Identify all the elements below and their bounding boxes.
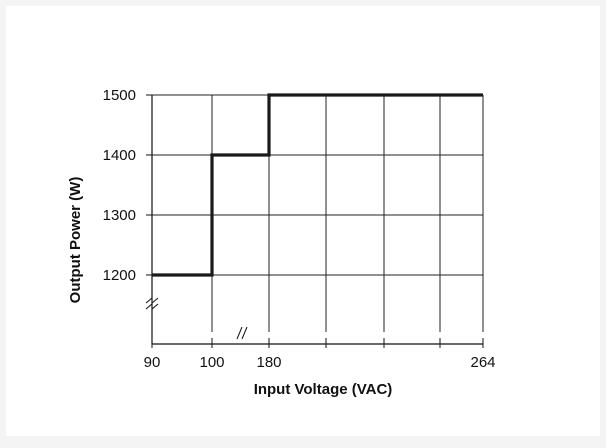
y-tick-label: 1200 (103, 267, 136, 284)
series (152, 93, 483, 277)
axes (146, 94, 484, 348)
x-axis-break (236, 326, 248, 340)
y-tick-labels: 1200 1300 1400 1500 (103, 87, 136, 284)
power-step-line (152, 93, 483, 277)
x-tick-label: 180 (256, 354, 281, 371)
chart-card: 90 100 180 264 1200 1300 1400 1500 Input Volta… (6, 6, 600, 436)
axis-breaks (145, 297, 248, 340)
y-tick-label: 1300 (103, 207, 136, 224)
power-derating-chart: 90 100 180 264 1200 1300 1400 1500 Input Volta… (67, 87, 496, 398)
grid (151, 94, 484, 332)
x-tick-label: 264 (470, 354, 495, 371)
x-tick-label: 100 (199, 354, 224, 371)
x-axis-title: Input Voltage (VAC) (254, 381, 393, 398)
y-tick-label: 1500 (103, 87, 136, 104)
x-tick-labels: 90 100 180 264 (144, 354, 496, 371)
x-tick-label: 90 (144, 354, 161, 371)
y-axis-title: Output Power (W) (67, 177, 84, 304)
y-axis-break (145, 297, 159, 311)
y-tick-label: 1400 (103, 147, 136, 164)
